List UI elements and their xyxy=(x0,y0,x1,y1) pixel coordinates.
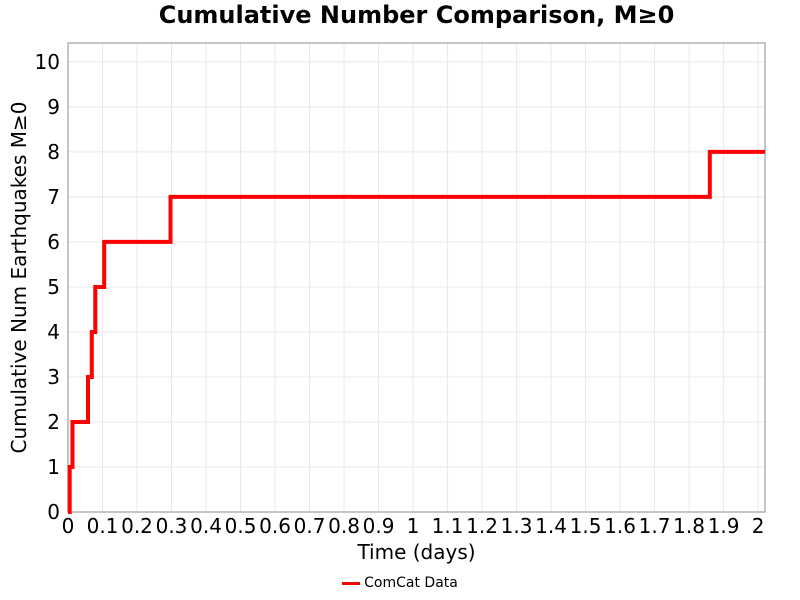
legend-line-swatch xyxy=(342,581,361,585)
x-tick-label: 1.9 xyxy=(708,514,740,538)
x-tick-label: 0 xyxy=(62,514,75,538)
y-tick-label: 7 xyxy=(47,185,60,209)
legend-label: ComCat Data xyxy=(364,575,458,591)
x-tick-label: 0.9 xyxy=(363,514,395,538)
x-tick-label: 1.2 xyxy=(466,514,498,538)
comcat-step-line xyxy=(67,149,765,514)
x-tick-label: 1.1 xyxy=(432,514,464,538)
x-tick-label: 1.7 xyxy=(639,514,671,538)
x-tick-label: 1.3 xyxy=(501,514,533,538)
chart-title: Cumulative Number Comparison, M≥0 xyxy=(158,1,675,29)
y-tick-label: 4 xyxy=(47,320,60,344)
y-tick-label: 6 xyxy=(47,230,60,254)
y-tick-label: 5 xyxy=(47,275,60,299)
x-axis-label: Time (days) xyxy=(357,540,476,564)
y-tick-label: 3 xyxy=(47,365,60,389)
x-tick-label: 1.5 xyxy=(570,514,602,538)
y-tick-label: 2 xyxy=(47,410,60,434)
x-tick-label: 1.8 xyxy=(673,514,705,538)
y-tick-label: 8 xyxy=(47,140,60,164)
x-tick-label: 0.1 xyxy=(87,514,119,538)
plot-border xyxy=(67,42,766,513)
x-tick-label: 1.4 xyxy=(535,514,567,538)
legend: ComCat Data xyxy=(0,575,800,591)
x-tick-label: 0.3 xyxy=(156,514,188,538)
x-tick-label: 0.7 xyxy=(294,514,326,538)
x-tick-label: 0.5 xyxy=(225,514,257,538)
x-tick-label: 0.4 xyxy=(190,514,222,538)
y-tick-label: 1 xyxy=(47,455,60,479)
y-tick-label: 9 xyxy=(47,95,60,119)
x-tick-label: 1 xyxy=(407,514,420,538)
x-tick-label: 2 xyxy=(752,514,765,538)
y-tick-label: 10 xyxy=(35,50,60,74)
x-tick-label: 1.6 xyxy=(604,514,636,538)
x-tick-label: 0.6 xyxy=(259,514,291,538)
y-tick-label: 0 xyxy=(47,500,60,524)
x-tick-label: 0.8 xyxy=(328,514,360,538)
x-tick-label: 0.2 xyxy=(121,514,153,538)
